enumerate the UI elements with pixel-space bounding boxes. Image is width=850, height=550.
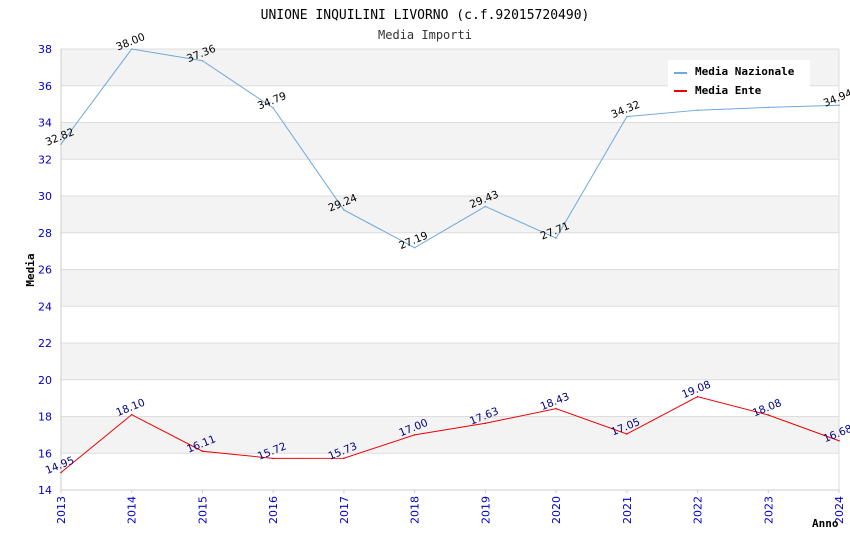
data-point-ente <box>838 439 840 442</box>
y-tick-label: 22 <box>38 337 52 350</box>
data-point-nazionale <box>272 107 274 109</box>
data-point-ente <box>272 457 274 460</box>
grid-band <box>61 306 839 343</box>
grid-band <box>61 269 839 307</box>
data-point-nazionale <box>60 143 62 145</box>
data-point-nazionale <box>555 237 557 239</box>
x-tick-label: 2023 <box>762 496 775 524</box>
x-tick-label: 2015 <box>196 496 209 524</box>
legend-label-ente: Media Ente <box>695 84 762 97</box>
y-tick-label: 24 <box>38 300 52 313</box>
data-point-nazionale <box>201 59 204 62</box>
x-tick-label: 2019 <box>479 496 492 524</box>
y-tick-label: 26 <box>38 264 52 277</box>
x-tick-label: 2022 <box>692 496 705 524</box>
x-axis-ticks: 2013 2014 2015 2016 2017 2018 2019 2020 2021 2022… <box>55 490 846 524</box>
grid-band <box>61 343 839 380</box>
x-tick-label: 2024 <box>833 496 846 524</box>
series-line-nazionale <box>60 48 840 249</box>
grid-band <box>61 453 839 490</box>
data-point-nazionale <box>838 104 840 107</box>
x-axis-label: Anno <box>812 517 839 530</box>
grid-band <box>61 416 839 454</box>
data-point-ente <box>767 414 770 416</box>
x-tick-label: 2013 <box>55 496 68 524</box>
data-point-ente <box>413 434 416 436</box>
x-tick-label: 2016 <box>267 496 280 524</box>
data-point-nazionale <box>626 115 628 118</box>
x-tick-label: 2018 <box>409 496 422 524</box>
y-tick-label: 28 <box>38 227 52 240</box>
data-point-ente <box>555 407 557 410</box>
y-tick-label: 16 <box>38 447 52 460</box>
y-tick-label: 20 <box>38 374 52 387</box>
grid-band <box>61 122 839 160</box>
x-tick-label: 2021 <box>621 496 634 524</box>
x-tick-label: 2014 <box>126 496 139 524</box>
legend: Media Nazionale Media Ente <box>668 60 810 102</box>
grid-band <box>61 232 839 270</box>
y-tick-label: 32 <box>38 153 52 166</box>
data-point-ente <box>696 395 699 398</box>
y-tick-label: 18 <box>38 411 52 424</box>
x-tick-label: 2017 <box>338 496 351 524</box>
grid-bands <box>61 48 839 491</box>
data-point-ente <box>201 450 204 453</box>
y-axis-ticks: 14 16 18 20 22 24 26 28 30 32 34 36 38 <box>38 43 52 497</box>
data-point-ente <box>484 422 487 425</box>
legend-label-nazionale: Media Nazionale <box>695 65 795 78</box>
data-point-nazionale <box>767 106 770 109</box>
y-tick-label: 38 <box>38 43 52 56</box>
data-point-ente <box>343 457 345 460</box>
y-tick-label: 14 <box>38 484 52 497</box>
data-point-nazionale <box>343 209 345 211</box>
x-tick-label: 2020 <box>550 496 563 524</box>
series-line-ente <box>60 396 840 473</box>
data-point-nazionale <box>413 246 416 249</box>
legend-box <box>668 60 810 102</box>
y-tick-label: 36 <box>38 80 52 93</box>
data-point-nazionale <box>130 48 133 50</box>
data-point-ente <box>130 413 133 416</box>
grid-band <box>61 159 839 196</box>
y-tick-label: 30 <box>38 190 52 203</box>
data-point-nazionale <box>484 205 487 208</box>
data-point-nazionale <box>696 109 699 111</box>
chart-subtitle: Media Importi <box>378 28 472 42</box>
chart-title: UNIONE INQUILINI LIVORNO (c.f.9201572049… <box>261 8 590 23</box>
data-point-ente <box>626 433 628 435</box>
y-axis-label: Media <box>24 253 37 286</box>
y-tick-label: 34 <box>38 117 52 130</box>
data-point-ente <box>60 471 62 474</box>
grid-band <box>61 379 839 417</box>
